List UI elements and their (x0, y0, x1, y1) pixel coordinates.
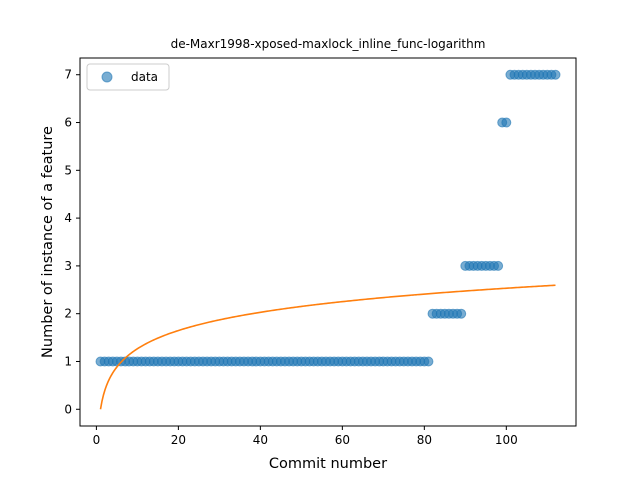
y-tick-label: 2 (64, 307, 72, 321)
data-point (423, 356, 434, 367)
x-axis-label: Commit number (269, 456, 387, 472)
data-point (501, 117, 512, 128)
x-axis-ticks: 0 20 40 60 80 100 (93, 426, 518, 447)
x-tick-label: 60 (335, 433, 350, 447)
y-tick-label: 1 (64, 354, 72, 368)
y-tick-label: 6 (64, 116, 72, 130)
fit-curve (99, 284, 556, 410)
x-tick-label: 80 (417, 433, 432, 447)
data-point (456, 308, 467, 319)
y-tick-label: 4 (64, 211, 72, 225)
y-axis-ticks: 0 1 2 3 4 5 6 7 (64, 68, 80, 416)
legend: data (86, 63, 170, 91)
y-tick-label: 5 (64, 163, 72, 177)
chart-title: de-Maxr1998-xposed-maxlock_inline_func-l… (171, 37, 486, 51)
x-tick-label: 100 (495, 433, 518, 447)
y-axis-label: Number of instance of a feature (40, 126, 56, 358)
plot-area (95, 69, 561, 410)
data-point (550, 69, 561, 80)
x-tick-label: 40 (253, 433, 268, 447)
legend-marker-data (101, 71, 113, 83)
x-tick-label: 0 (93, 433, 101, 447)
y-tick-label: 3 (64, 259, 72, 273)
data-point (493, 260, 504, 271)
x-tick-label: 20 (171, 433, 186, 447)
legend-label-data: data (131, 70, 158, 84)
y-tick-label: 0 (64, 402, 72, 416)
axes-frame (79, 57, 577, 427)
legend-box (86, 63, 170, 91)
y-tick-label: 7 (64, 68, 72, 82)
